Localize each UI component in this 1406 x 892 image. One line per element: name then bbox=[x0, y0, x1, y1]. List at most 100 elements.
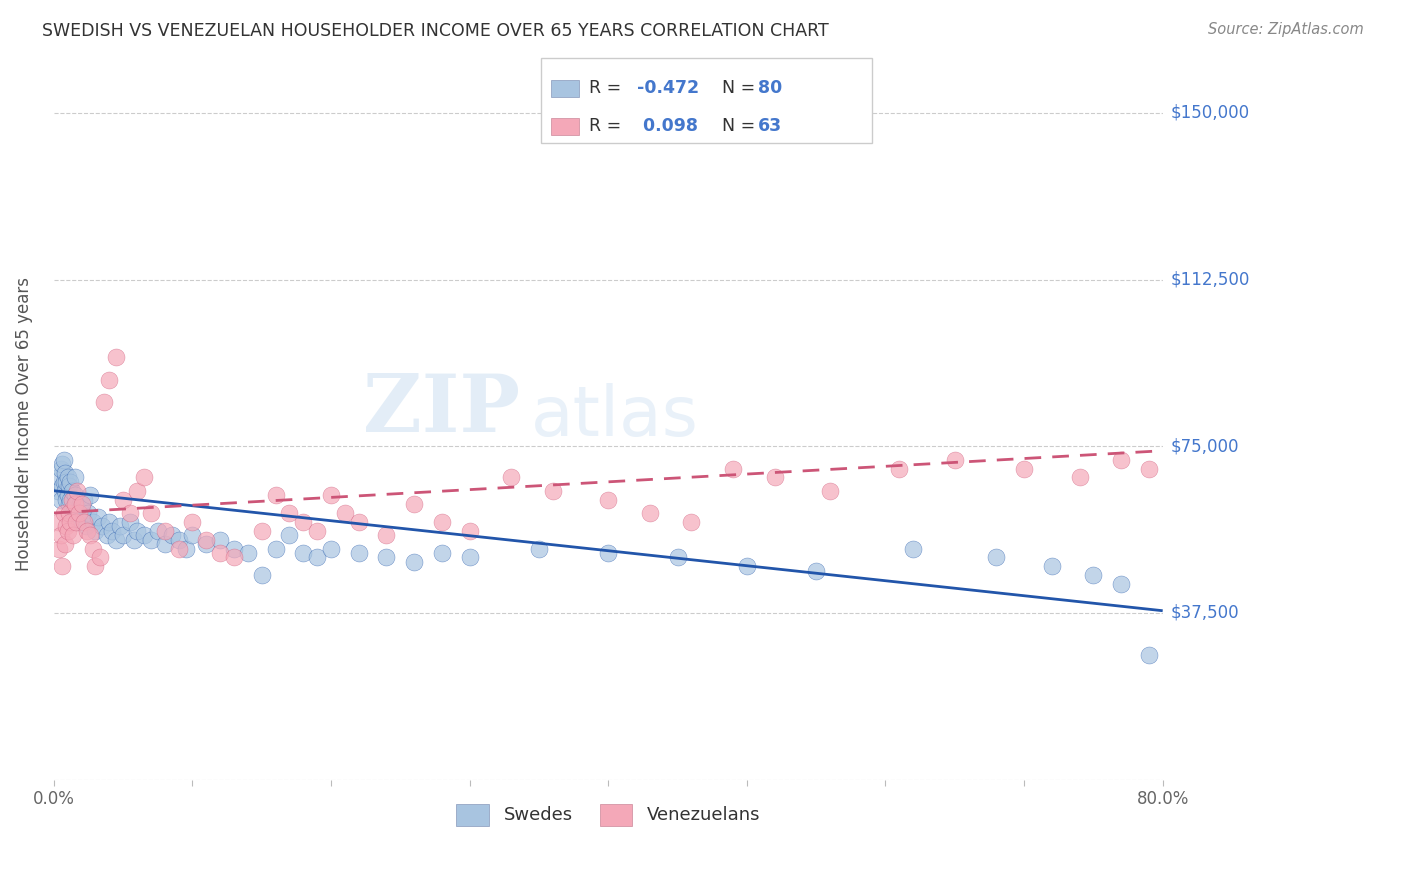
Point bbox=[735, 559, 758, 574]
Text: $37,500: $37,500 bbox=[1171, 604, 1240, 622]
Text: ZIP: ZIP bbox=[363, 371, 520, 449]
Point bbox=[79, 528, 101, 542]
Point bbox=[1109, 577, 1132, 591]
Point bbox=[110, 519, 132, 533]
Text: 63: 63 bbox=[758, 117, 782, 135]
Text: N =: N = bbox=[711, 78, 761, 96]
Point bbox=[292, 515, 315, 529]
Point bbox=[55, 475, 77, 489]
Point bbox=[319, 488, 342, 502]
Point bbox=[75, 519, 97, 533]
Point bbox=[46, 515, 69, 529]
Point bbox=[76, 524, 98, 538]
Point bbox=[292, 546, 315, 560]
Point bbox=[53, 537, 76, 551]
Point bbox=[404, 497, 426, 511]
Point bbox=[986, 550, 1008, 565]
Point bbox=[195, 533, 218, 547]
Point bbox=[56, 488, 79, 502]
Point bbox=[84, 524, 107, 538]
Point bbox=[53, 483, 76, 498]
Text: N =: N = bbox=[711, 117, 761, 135]
Point bbox=[49, 492, 72, 507]
Point bbox=[250, 568, 273, 582]
Point bbox=[430, 546, 453, 560]
Text: $75,000: $75,000 bbox=[1171, 437, 1240, 455]
Point bbox=[73, 515, 96, 529]
Text: R =: R = bbox=[589, 78, 627, 96]
Point bbox=[139, 533, 162, 547]
Point bbox=[236, 546, 259, 560]
Point bbox=[209, 533, 232, 547]
Point bbox=[1083, 568, 1105, 582]
Point bbox=[1040, 559, 1063, 574]
Text: R =: R = bbox=[589, 117, 627, 135]
Point bbox=[59, 475, 82, 489]
Point bbox=[889, 461, 911, 475]
Point bbox=[120, 506, 142, 520]
Point bbox=[763, 470, 786, 484]
Point bbox=[527, 541, 550, 556]
Point bbox=[48, 541, 70, 556]
Point bbox=[52, 506, 75, 520]
Point bbox=[60, 492, 83, 507]
Point bbox=[66, 483, 89, 498]
Point bbox=[132, 470, 155, 484]
Point bbox=[307, 524, 329, 538]
Point bbox=[51, 559, 73, 574]
Point bbox=[65, 515, 87, 529]
Point bbox=[146, 524, 169, 538]
Point bbox=[73, 492, 96, 507]
Point bbox=[55, 492, 77, 507]
Text: Source: ZipAtlas.com: Source: ZipAtlas.com bbox=[1208, 22, 1364, 37]
Point bbox=[79, 488, 101, 502]
Point bbox=[84, 559, 107, 574]
Point bbox=[51, 457, 73, 471]
Point bbox=[195, 537, 218, 551]
Point bbox=[404, 555, 426, 569]
Text: 0.098: 0.098 bbox=[637, 117, 697, 135]
Point bbox=[56, 524, 79, 538]
Point bbox=[209, 546, 232, 560]
Point bbox=[319, 541, 342, 556]
Point bbox=[91, 519, 114, 533]
Point bbox=[98, 515, 121, 529]
Point bbox=[53, 466, 76, 480]
Point bbox=[98, 373, 121, 387]
Point bbox=[943, 452, 966, 467]
Point bbox=[59, 492, 82, 507]
Point bbox=[69, 497, 91, 511]
Point bbox=[60, 501, 83, 516]
Point bbox=[153, 537, 176, 551]
Text: SWEDISH VS VENEZUELAN HOUSEHOLDER INCOME OVER 65 YEARS CORRELATION CHART: SWEDISH VS VENEZUELAN HOUSEHOLDER INCOME… bbox=[42, 22, 830, 40]
Point bbox=[120, 515, 142, 529]
Point bbox=[174, 541, 197, 556]
Point bbox=[49, 528, 72, 542]
Point bbox=[721, 461, 744, 475]
Point bbox=[125, 524, 148, 538]
Point bbox=[278, 528, 301, 542]
Point bbox=[55, 519, 77, 533]
Point bbox=[112, 528, 135, 542]
Point bbox=[250, 524, 273, 538]
Point bbox=[112, 492, 135, 507]
Text: -0.472: -0.472 bbox=[637, 78, 699, 96]
Point bbox=[58, 479, 80, 493]
Text: $150,000: $150,000 bbox=[1171, 104, 1250, 122]
Point bbox=[70, 501, 93, 516]
Point bbox=[1069, 470, 1091, 484]
Point bbox=[307, 550, 329, 565]
Point bbox=[96, 528, 118, 542]
Y-axis label: Householder Income Over 65 years: Householder Income Over 65 years bbox=[15, 277, 32, 571]
Text: $112,500: $112,500 bbox=[1171, 270, 1250, 289]
Text: atlas: atlas bbox=[530, 384, 699, 450]
Point bbox=[598, 546, 620, 560]
Point bbox=[278, 506, 301, 520]
Point bbox=[70, 497, 93, 511]
Point bbox=[62, 528, 84, 542]
Point bbox=[122, 533, 145, 547]
Point bbox=[681, 515, 703, 529]
Point bbox=[58, 497, 80, 511]
Point bbox=[1137, 461, 1160, 475]
Point bbox=[264, 488, 287, 502]
